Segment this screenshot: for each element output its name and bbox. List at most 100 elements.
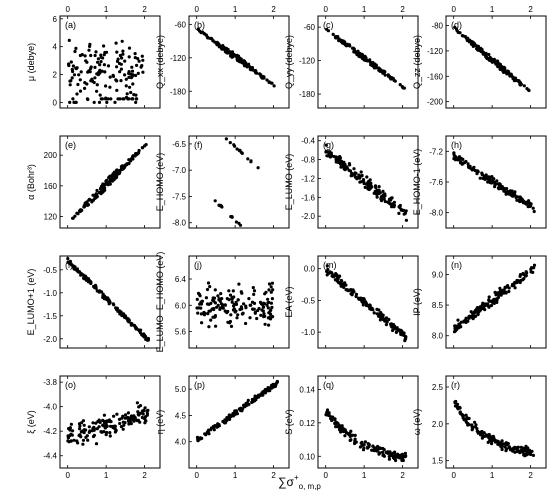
data-point: [527, 88, 531, 93]
x-tick-label: 2: [528, 471, 533, 480]
x-tick-label: 0: [194, 471, 199, 480]
data-point: [521, 271, 525, 276]
data-point: [475, 310, 479, 314]
data-point: [87, 198, 91, 202]
data-point: [363, 185, 367, 189]
panel-c: (c) 0 1 2 -60 -120 -180 Q_yy (debye): [284, 5, 419, 109]
data-point: [123, 315, 127, 319]
data-point: [503, 66, 507, 70]
data-point: [251, 286, 255, 290]
data-point: [256, 166, 260, 170]
data-point: [269, 386, 273, 390]
data-point: [264, 290, 268, 294]
data-point: [377, 185, 381, 189]
data-point: [252, 301, 257, 305]
data-point: [143, 406, 147, 410]
data-point: [99, 290, 104, 294]
data-point: [476, 44, 480, 49]
data-point: [91, 193, 95, 197]
data-point: [217, 297, 221, 301]
data-point: [269, 301, 273, 305]
data-point: [379, 446, 383, 450]
data-point: [102, 413, 106, 417]
data-point: [134, 152, 138, 156]
plot-frame: [445, 255, 547, 349]
data-point: [269, 312, 273, 316]
data-point: [88, 44, 92, 49]
data-point: [89, 53, 93, 58]
plot-frame: [59, 15, 161, 109]
y-tick-label: 6.0: [175, 301, 187, 310]
data-point: [404, 218, 408, 222]
panel-e: (e) 120 160 200 α (Bohr³): [26, 135, 161, 229]
data-point: [81, 429, 85, 433]
y-axis-label: E_LUMO−E_HOMO (eV): [155, 252, 165, 353]
data-point: [379, 199, 384, 203]
data-point: [466, 164, 471, 168]
data-point: [518, 195, 522, 199]
data-point: [475, 170, 479, 175]
data-point: [93, 53, 97, 58]
data-point: [484, 51, 488, 55]
data-point: [496, 442, 500, 446]
data-point: [78, 78, 82, 82]
data-point: [91, 427, 95, 431]
data-point: [525, 451, 529, 455]
data-point: [524, 444, 528, 448]
data-point: [360, 174, 364, 178]
data-point: [66, 260, 70, 264]
data-point: [480, 47, 484, 52]
data-point: [116, 97, 120, 101]
y-tick-label: -80: [431, 22, 443, 31]
data-point: [82, 275, 86, 279]
data-point: [453, 400, 457, 404]
data-point: [344, 431, 348, 435]
data-point: [340, 159, 344, 163]
data-point: [529, 270, 533, 274]
data-point: [108, 85, 112, 89]
data-point: [357, 173, 361, 177]
data-point: [454, 329, 458, 333]
data-point: [83, 201, 87, 205]
data-point: [230, 300, 234, 304]
data-point: [378, 451, 382, 455]
data-point: [532, 209, 536, 214]
data-point: [119, 425, 123, 429]
data-point: [469, 39, 473, 44]
data-point: [216, 303, 220, 307]
data-point: [124, 413, 128, 417]
data-point: [480, 303, 484, 307]
data-point: [398, 206, 402, 210]
data-point: [387, 317, 391, 322]
data-point: [381, 189, 385, 193]
data-point: [70, 67, 74, 72]
data-point: [266, 297, 270, 301]
data-point: [240, 151, 244, 155]
data-point: [378, 315, 382, 319]
data-point: [199, 312, 203, 316]
data-point: [516, 445, 520, 449]
y-tick-label: 0.14: [299, 385, 315, 394]
data-point: [211, 424, 216, 428]
data-point: [227, 417, 231, 421]
data-point: [490, 175, 494, 179]
data-point: [240, 291, 244, 295]
data-point: [474, 423, 478, 427]
data-point: [389, 322, 393, 326]
data-point: [89, 67, 93, 71]
data-point: [505, 443, 509, 447]
data-point: [458, 31, 462, 35]
data-point: [103, 294, 107, 298]
data-point: [489, 179, 493, 183]
y-tick-label: -0.5: [301, 296, 315, 305]
data-point: [141, 58, 145, 62]
data-point: [94, 192, 98, 196]
data-point: [101, 182, 105, 186]
data-point: [507, 289, 511, 294]
panel-f: (f) -6.5 -7.0 -7.5 -8.0 E_HOMO (eV): [155, 135, 290, 229]
data-point: [253, 311, 257, 315]
plot-frame: [317, 15, 419, 109]
y-tick-label: -1.0: [43, 289, 57, 298]
data-point: [265, 78, 269, 82]
data-point: [402, 333, 406, 337]
